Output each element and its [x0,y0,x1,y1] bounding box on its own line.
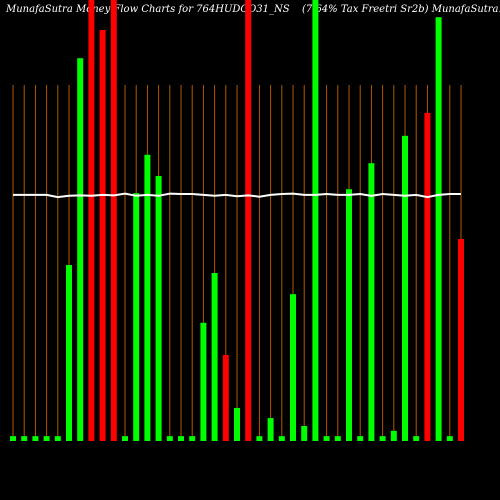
bar [189,436,196,441]
bar [88,0,95,441]
bar [200,322,207,441]
bar [43,436,50,441]
bar [222,355,229,441]
bar [368,163,375,442]
bar [178,436,184,441]
bar [32,436,39,441]
bar [21,436,28,441]
bar [267,418,274,441]
bar [10,436,16,441]
bar [166,436,173,441]
bar [99,29,106,441]
bar [245,0,252,441]
bar [402,135,408,441]
bar [122,436,128,441]
bar [413,436,420,441]
bar [312,0,319,441]
bar [278,436,285,441]
bar [66,265,72,441]
bar [390,430,397,441]
bar [144,154,151,441]
bar [256,436,263,441]
bar [435,17,442,441]
bar [54,436,61,441]
bar [346,189,352,441]
bar [446,436,453,441]
bar [379,436,386,441]
bar [424,112,431,441]
bar [357,436,364,441]
flow-line [13,192,461,199]
bar [211,272,218,441]
chart-subtitle: (7.64% Tax Freetri Sr2b) MunafaSutra.com [302,4,500,15]
bar [458,239,464,441]
bar [234,407,240,441]
bar [334,436,341,441]
bar [77,58,84,441]
bar [155,175,162,442]
bar [290,294,296,441]
chart-title: MunafaSutra Money Flow Charts for 764HUD… [5,4,290,15]
bar [133,193,140,441]
bar [301,426,308,441]
bar [323,436,330,441]
bar [110,0,117,441]
